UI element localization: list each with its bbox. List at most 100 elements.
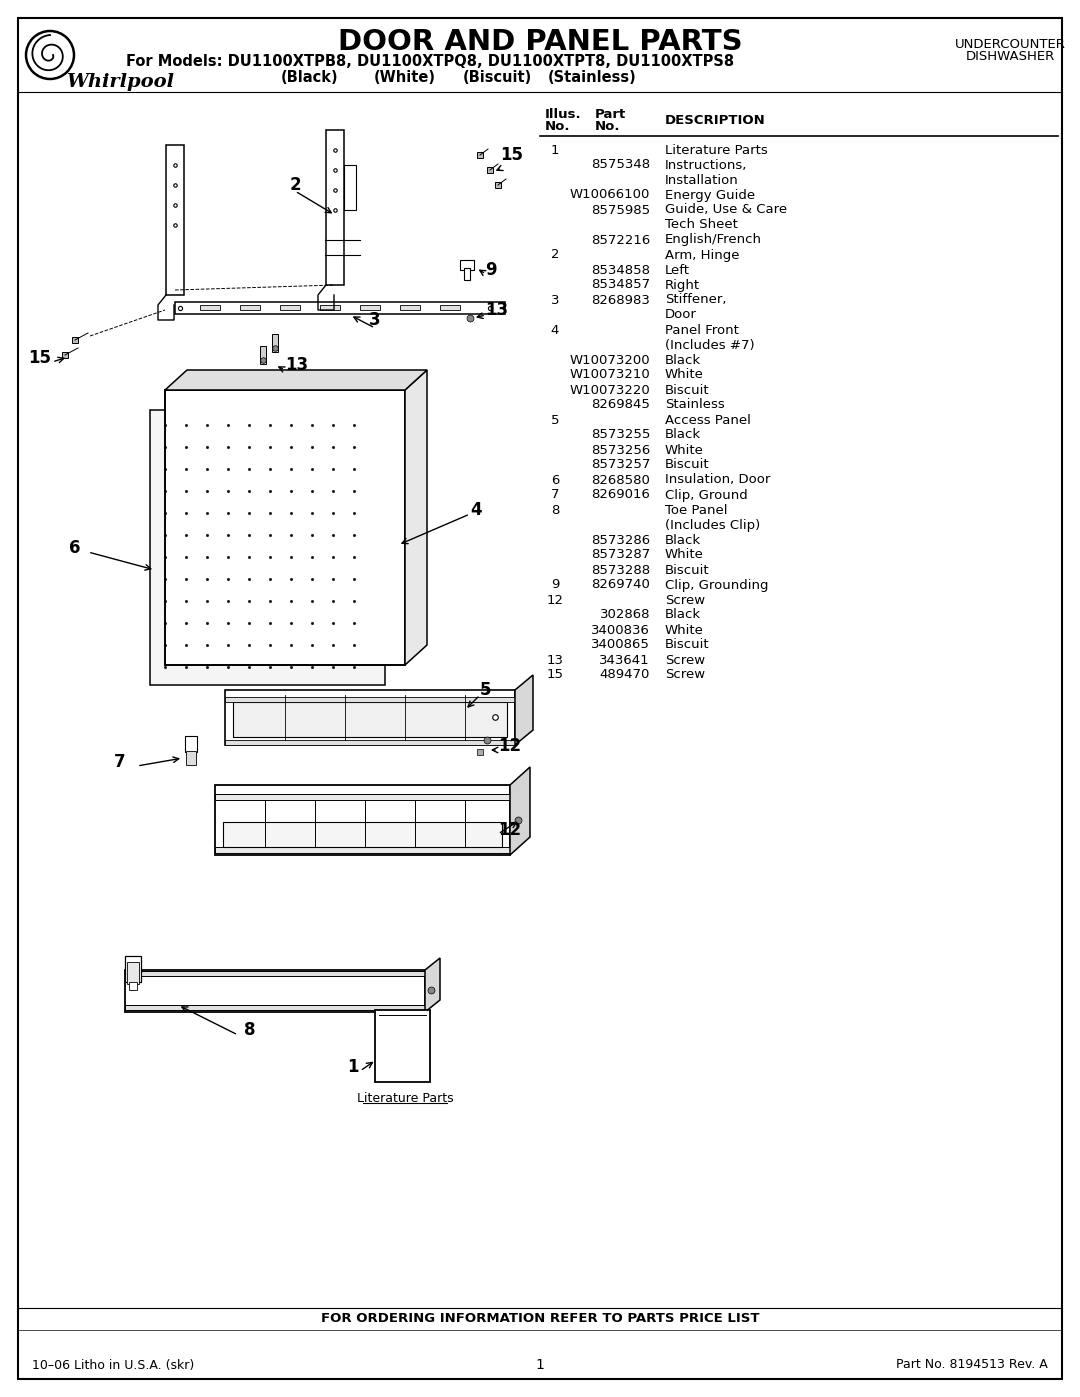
Bar (222, 821, 502, 847)
Text: Part: Part (595, 108, 626, 120)
Text: Guide, Use & Care: Guide, Use & Care (665, 204, 787, 217)
Text: 3400836: 3400836 (591, 623, 650, 637)
Text: Black: Black (665, 353, 701, 366)
Bar (225, 690, 515, 745)
Text: White: White (665, 549, 704, 562)
Text: Screw: Screw (665, 594, 705, 606)
Polygon shape (405, 370, 427, 665)
Bar (225, 697, 515, 703)
Text: Right: Right (665, 278, 700, 292)
Bar (464, 268, 470, 279)
Text: Biscuit: Biscuit (665, 563, 710, 577)
Text: For Models: DU1100XTPB8, DU1100XTPQ8, DU1100XTPT8, DU1100XTPS8: For Models: DU1100XTPB8, DU1100XTPQ8, DU… (126, 54, 734, 70)
Text: 12: 12 (498, 821, 522, 840)
Polygon shape (510, 767, 530, 855)
Bar (125, 970, 426, 1011)
Text: 12: 12 (546, 594, 564, 606)
Text: Part No. 8194513 Rev. A: Part No. 8194513 Rev. A (896, 1358, 1048, 1372)
Text: Black: Black (665, 429, 701, 441)
Text: 7: 7 (551, 489, 559, 502)
Bar (186, 752, 195, 766)
Text: White: White (665, 443, 704, 457)
Text: 5: 5 (551, 414, 559, 426)
Text: W10073200: W10073200 (569, 353, 650, 366)
Bar (127, 963, 139, 983)
Text: Black: Black (665, 534, 701, 546)
Text: Literature Parts: Literature Parts (665, 144, 768, 156)
Text: 13: 13 (285, 356, 308, 374)
Text: Door: Door (665, 309, 697, 321)
Bar (326, 130, 345, 285)
Text: Screw: Screw (665, 669, 705, 682)
Bar (460, 260, 474, 270)
Bar (125, 956, 141, 982)
Text: Screw: Screw (665, 654, 705, 666)
Bar (272, 334, 278, 352)
Text: 8575985: 8575985 (591, 204, 650, 217)
Text: 489470: 489470 (599, 669, 650, 682)
Bar (375, 1010, 430, 1083)
Text: Installation: Installation (665, 173, 739, 187)
Text: No.: No. (595, 120, 621, 134)
Bar (400, 305, 420, 310)
Bar (129, 982, 137, 990)
Text: DISHWASHER: DISHWASHER (966, 50, 1055, 63)
Text: Left: Left (665, 264, 690, 277)
Text: 15: 15 (28, 349, 52, 367)
Text: Insulation, Door: Insulation, Door (665, 474, 770, 486)
Text: Clip, Grounding: Clip, Grounding (665, 578, 769, 591)
Text: 8573255: 8573255 (591, 429, 650, 441)
Bar (215, 785, 510, 855)
Text: White: White (665, 623, 704, 637)
Bar (345, 165, 356, 210)
Text: Stainless: Stainless (665, 398, 725, 412)
Text: Stiffener,: Stiffener, (665, 293, 727, 306)
Text: 1: 1 (348, 1058, 359, 1076)
Text: (Includes #7): (Includes #7) (665, 338, 755, 352)
Text: Biscuit: Biscuit (665, 384, 710, 397)
Text: DOOR AND PANEL PARTS: DOOR AND PANEL PARTS (338, 28, 742, 56)
Text: 8573287: 8573287 (591, 549, 650, 562)
Text: 8534858: 8534858 (591, 264, 650, 277)
Text: DESCRIPTION: DESCRIPTION (665, 115, 766, 127)
Bar (166, 145, 184, 295)
Text: Toe Panel: Toe Panel (665, 503, 728, 517)
Text: Tech Sheet: Tech Sheet (665, 218, 738, 232)
Text: Energy Guide: Energy Guide (665, 189, 755, 201)
Bar (233, 703, 507, 738)
Bar (215, 847, 510, 854)
Text: 3400865: 3400865 (591, 638, 650, 651)
Text: 5: 5 (480, 680, 491, 698)
Text: 8268580: 8268580 (591, 474, 650, 486)
Text: 10–06 Litho in U.S.A. (skr): 10–06 Litho in U.S.A. (skr) (32, 1358, 194, 1372)
Text: 8269740: 8269740 (591, 578, 650, 591)
Bar (240, 305, 260, 310)
Text: FOR ORDERING INFORMATION REFER TO PARTS PRICE LIST: FOR ORDERING INFORMATION REFER TO PARTS … (321, 1312, 759, 1324)
Bar (165, 390, 405, 665)
Text: 8268983: 8268983 (591, 293, 650, 306)
Text: 9: 9 (485, 261, 497, 279)
Text: Black: Black (665, 609, 701, 622)
Text: 15: 15 (500, 147, 523, 163)
Bar (150, 409, 384, 685)
Text: (Stainless): (Stainless) (548, 70, 636, 85)
Text: UNDERCOUNTER: UNDERCOUNTER (955, 38, 1066, 50)
Polygon shape (165, 370, 427, 390)
Text: 8: 8 (244, 1021, 256, 1039)
Text: 8573256: 8573256 (591, 443, 650, 457)
Text: 2: 2 (551, 249, 559, 261)
Bar (280, 305, 300, 310)
Text: Panel Front: Panel Front (665, 324, 739, 337)
Text: 4: 4 (470, 502, 482, 520)
Text: Instructions,: Instructions, (665, 158, 747, 172)
Text: 302868: 302868 (599, 609, 650, 622)
Bar (200, 305, 220, 310)
Text: 3: 3 (369, 312, 381, 330)
Bar (215, 793, 510, 800)
Bar (125, 971, 426, 977)
Text: English/French: English/French (665, 233, 762, 246)
Text: Access Panel: Access Panel (665, 414, 751, 426)
Text: 2: 2 (289, 176, 301, 194)
Text: Biscuit: Biscuit (665, 638, 710, 651)
Text: 9: 9 (551, 578, 559, 591)
